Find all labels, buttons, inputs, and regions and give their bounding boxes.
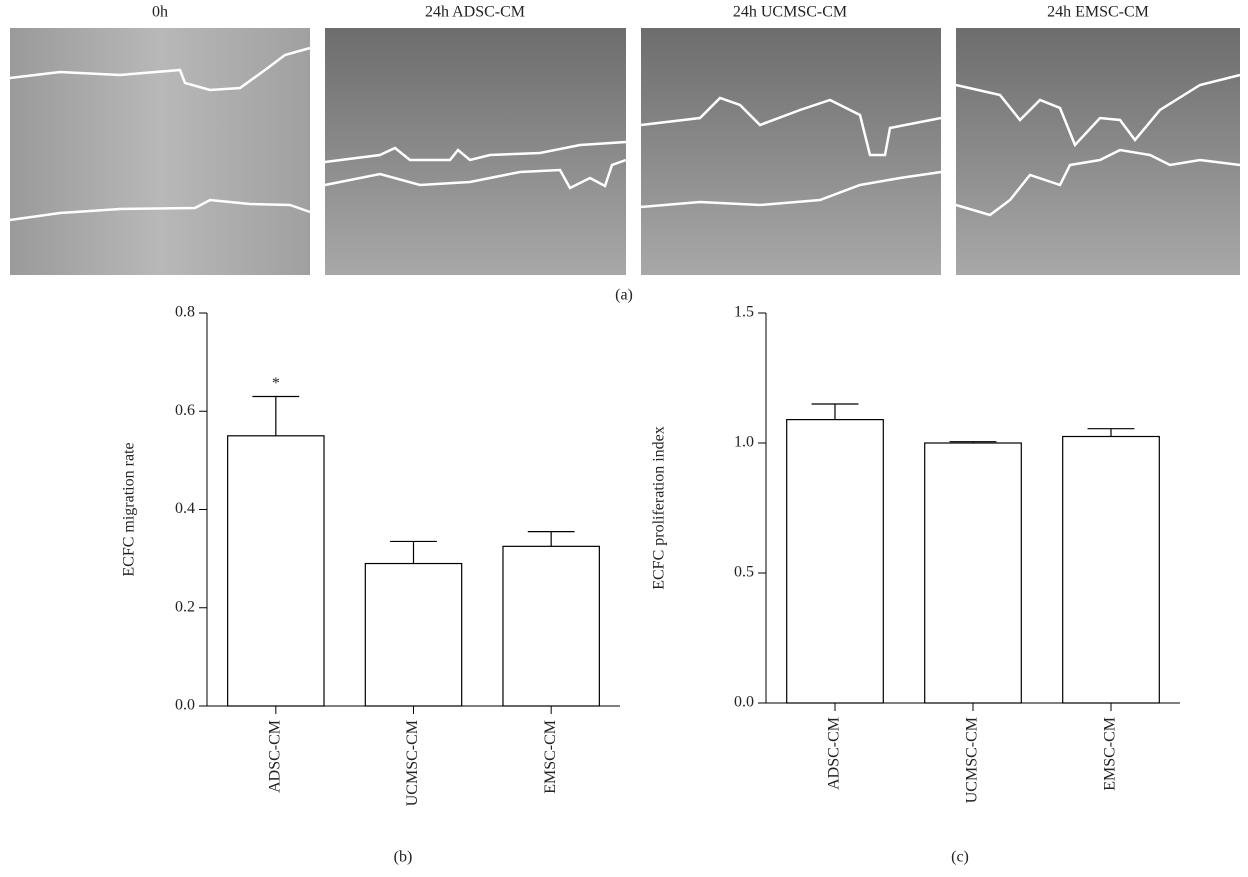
bar — [1062, 435, 1160, 704]
micrograph — [325, 28, 626, 275]
wound-edge — [9, 46, 311, 92]
panel-label: (c) — [951, 849, 969, 866]
bar — [786, 419, 884, 704]
image-title: 0h — [152, 4, 168, 21]
x-tick-label: ADSC-CM — [267, 720, 284, 793]
image-title: 24h EMSC-CM — [1047, 4, 1149, 21]
y-axis-label: ECFC migration rate — [121, 442, 138, 576]
wound-edge — [9, 198, 311, 222]
image-title: 24h UCMSC-CM — [733, 4, 847, 21]
wound-edge — [955, 148, 1241, 217]
error-bar — [811, 403, 859, 420]
x-tick-label: EMSC-CM — [542, 720, 559, 794]
y-tick-label: 0.8 — [175, 304, 195, 321]
y-tick-label: 1.0 — [734, 434, 754, 451]
y-tick-label: 0.4 — [175, 500, 195, 517]
bar — [227, 435, 325, 707]
y-tick-label: 1.5 — [734, 304, 754, 321]
y-tick-label: 0.6 — [175, 402, 195, 419]
micrograph — [641, 28, 941, 275]
x-tick-label: ADSC-CM — [826, 717, 843, 790]
y-tick-label: 0.5 — [734, 564, 754, 581]
bar — [502, 545, 600, 707]
bar — [364, 562, 463, 707]
panel-label: (a) — [615, 287, 633, 304]
error-bar — [390, 540, 437, 564]
significance-mark: * — [272, 375, 280, 392]
wound-edge — [324, 140, 627, 164]
x-tick-label: UCMSC-CM — [404, 720, 421, 806]
image-title: 24h ADSC-CM — [425, 4, 525, 21]
y-axis-label: ECFC proliferation index — [651, 426, 668, 590]
error-bar — [1087, 428, 1135, 437]
wound-edge — [640, 96, 942, 157]
x-tick-label: EMSC-CM — [1102, 717, 1119, 791]
panel-label: (b) — [394, 849, 413, 866]
x-tick-label: UCMSC-CM — [964, 717, 981, 803]
error-bar — [527, 531, 575, 547]
y-tick-label: 0.2 — [175, 598, 195, 615]
y-tick-label: 0.0 — [175, 697, 195, 714]
wound-edge — [324, 158, 627, 190]
wound-edge — [640, 170, 942, 209]
micrograph — [956, 28, 1240, 275]
error-bar — [252, 395, 300, 436]
wound-edge — [955, 73, 1241, 148]
error-bar — [949, 441, 997, 443]
image-panels: 0h 24h ADSC-CM 24h UCMSC-CM 24h EMSC-CM — [9, 4, 1241, 275]
bar — [924, 442, 1022, 704]
y-tick-label: 0.0 — [734, 694, 754, 711]
micrograph — [10, 28, 310, 275]
